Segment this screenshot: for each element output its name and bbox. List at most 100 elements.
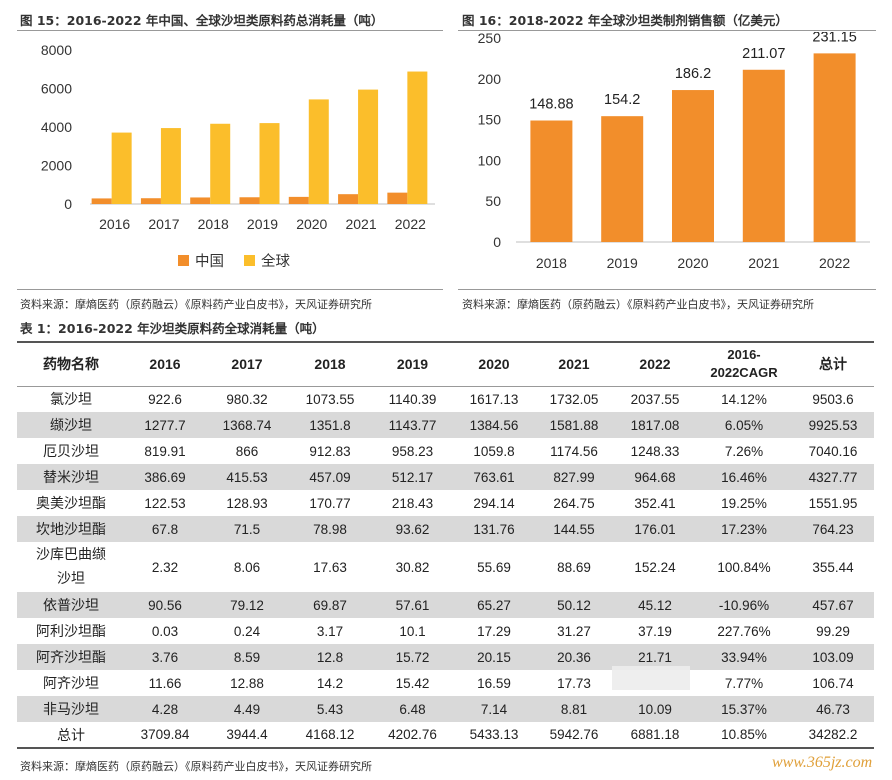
bar — [742, 69, 785, 242]
bar-value-label: 148.88 — [529, 97, 573, 113]
cell-value: 764.23 — [792, 516, 874, 542]
table-1-source: 资料来源：摩熵医药（原药融云）《原料药产业白皮书》，天风证券研究所 — [20, 760, 372, 773]
cell-value: 4.49 — [205, 696, 289, 722]
legend-label-中国: 中国 — [195, 253, 224, 270]
cell-value: 10.09 — [614, 696, 696, 722]
cell-value: 294.14 — [473, 495, 515, 511]
cell-value: 4327.77 — [792, 464, 874, 490]
y-tick-label: 6000 — [41, 81, 72, 97]
cell-drug-name: 缬沙坦 — [17, 412, 125, 438]
figure-16-chart: 0 50 100 150 200 250 148.88 2018 154.2 2019 186.2 2… — [478, 32, 870, 271]
bar-全球 — [308, 99, 329, 204]
cell-value: 1059.8 — [473, 443, 515, 459]
x-tick-label: 2020 — [677, 255, 708, 271]
bar-中国 — [239, 197, 260, 204]
cell-drug-name-line: 沙库巴曲缬 — [36, 547, 106, 563]
cell-value: 99.29 — [816, 623, 850, 639]
bar — [813, 53, 856, 243]
figure-15-title-rule — [17, 30, 443, 31]
cell-value: 8.59 — [205, 644, 289, 670]
cell-value: 1248.33 — [630, 443, 680, 459]
cell-value: 8.06 — [233, 559, 261, 575]
cell-value: 16.46% — [696, 464, 792, 490]
table-row: 缬沙坦 1277.7 1368.74 1351.8 1143.77 1384.56 1581… — [17, 412, 874, 438]
x-tick-label: 2018 — [536, 255, 567, 271]
cell-value: 34282.2 — [808, 727, 858, 742]
header-2018: 2018 — [314, 356, 346, 373]
y-tick-label: 100 — [478, 152, 502, 168]
cell-value: 152.24 — [634, 559, 676, 575]
header-total: 总计 — [819, 356, 847, 373]
bar-value-label: 186.2 — [675, 66, 711, 82]
cell-drug-name: 奥美沙坦酯 — [36, 496, 106, 512]
cell-drug-name: 替米沙坦 — [17, 464, 125, 490]
cell-value: 3944.4 — [226, 727, 268, 742]
cell-value: 12.88 — [230, 675, 264, 691]
cell-value: 144.55 — [534, 516, 614, 542]
bar-中国 — [91, 198, 112, 204]
cell-value: 4168.12 — [305, 727, 355, 742]
cell-value: 512.17 — [371, 464, 454, 490]
header-2022: 2022 — [639, 356, 671, 373]
bar-value-label: 154.2 — [604, 92, 640, 108]
x-tick-label: 2021 — [345, 216, 376, 232]
cell-value: 912.83 — [309, 443, 351, 459]
cell-value: 17.23% — [696, 516, 792, 542]
header-cagr-line1: 2016- — [727, 347, 761, 363]
cell-value: 90.56 — [125, 592, 205, 618]
table-row: 坎地沙坦酯 67.8 71.5 78.98 93.62 131.76 144.55 176.0… — [17, 516, 874, 542]
table-1-title: 表 1：2016-2022 年沙坦类原料药全球消耗量（吨） — [20, 321, 325, 336]
cell-drug-name: 阿齐沙坦 — [43, 676, 99, 692]
watermark-smudge — [612, 666, 690, 690]
cell-value: 5433.13 — [469, 727, 519, 742]
cell-value: 15.37% — [696, 696, 792, 722]
cell-value: 14.12% — [721, 391, 767, 407]
cell-value: 11.66 — [148, 675, 182, 691]
bar-中国 — [387, 192, 408, 204]
cell-value: 218.43 — [391, 495, 434, 511]
bar — [601, 116, 644, 242]
cell-value: 103.09 — [792, 644, 874, 670]
figure-15-source-rule — [17, 289, 443, 290]
cell-value: 69.87 — [289, 592, 371, 618]
cell-value: 15.42 — [395, 675, 430, 691]
cell-value: 71.5 — [205, 516, 289, 542]
cell-value: 1551.95 — [808, 495, 858, 511]
cell-value: 106.74 — [812, 675, 854, 691]
cell-value: 5.43 — [289, 696, 371, 722]
cell-value: 50.12 — [534, 592, 614, 618]
cell-value: 93.62 — [371, 516, 454, 542]
cell-value: 45.12 — [614, 592, 696, 618]
cell-value: 1817.08 — [614, 412, 696, 438]
cell-value: 15.72 — [371, 644, 454, 670]
cell-value: 37.19 — [638, 623, 672, 639]
x-tick-label: 2016 — [99, 216, 130, 232]
cell-value: 5942.76 — [549, 727, 599, 742]
cell-value: 46.73 — [792, 696, 874, 722]
cell-value: 10.85% — [721, 727, 767, 742]
cell-value: 6.48 — [371, 696, 454, 722]
cell-drug-name: 阿齐沙坦酯 — [17, 644, 125, 670]
cell-value: 1617.13 — [469, 391, 519, 407]
figure-15-title: 图 15：2016-2022 年中国、全球沙坦类原料药总消耗量（吨） — [20, 13, 384, 28]
bar-value-label: 211.07 — [742, 46, 785, 62]
cell-value: 12.8 — [289, 644, 371, 670]
bar — [672, 90, 714, 243]
table-row: 阿齐沙坦酯 3.76 8.59 12.8 15.72 20.15 20.36 21.71 33.… — [17, 644, 874, 670]
cell-value: 170.77 — [309, 495, 351, 511]
cell-value: 415.53 — [205, 464, 289, 490]
table-header-row: 药物名称 2016 2017 2018 2019 2020 2021 2022 … — [17, 342, 874, 386]
cell-drug-name: 氯沙坦 — [50, 392, 92, 409]
cell-value: 457.09 — [289, 464, 371, 490]
cell-value: 1351.8 — [289, 412, 371, 438]
cell-value: 3709.84 — [140, 727, 190, 742]
cell-value: 964.68 — [614, 464, 696, 490]
header-2019: 2019 — [396, 356, 429, 373]
cell-value: 9503.6 — [812, 391, 854, 407]
cell-value: 1732.05 — [549, 391, 599, 407]
cell-drug-name: 依普沙坦 — [17, 592, 125, 618]
cell-drug-name: 厄贝沙坦 — [43, 444, 99, 460]
cell-drug-name: 阿利沙坦酯 — [36, 624, 106, 640]
cell-value: 20.15 — [454, 644, 534, 670]
figure-16-source-rule — [458, 289, 876, 290]
